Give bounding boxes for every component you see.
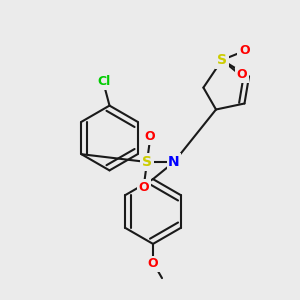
Text: Cl: Cl	[98, 75, 111, 88]
Text: O: O	[145, 130, 155, 143]
Text: S: S	[142, 155, 152, 169]
Text: O: O	[239, 44, 250, 58]
Text: O: O	[237, 68, 248, 82]
Text: O: O	[148, 257, 158, 270]
Text: S: S	[217, 53, 227, 67]
Text: O: O	[139, 181, 149, 194]
Text: N: N	[168, 155, 180, 169]
